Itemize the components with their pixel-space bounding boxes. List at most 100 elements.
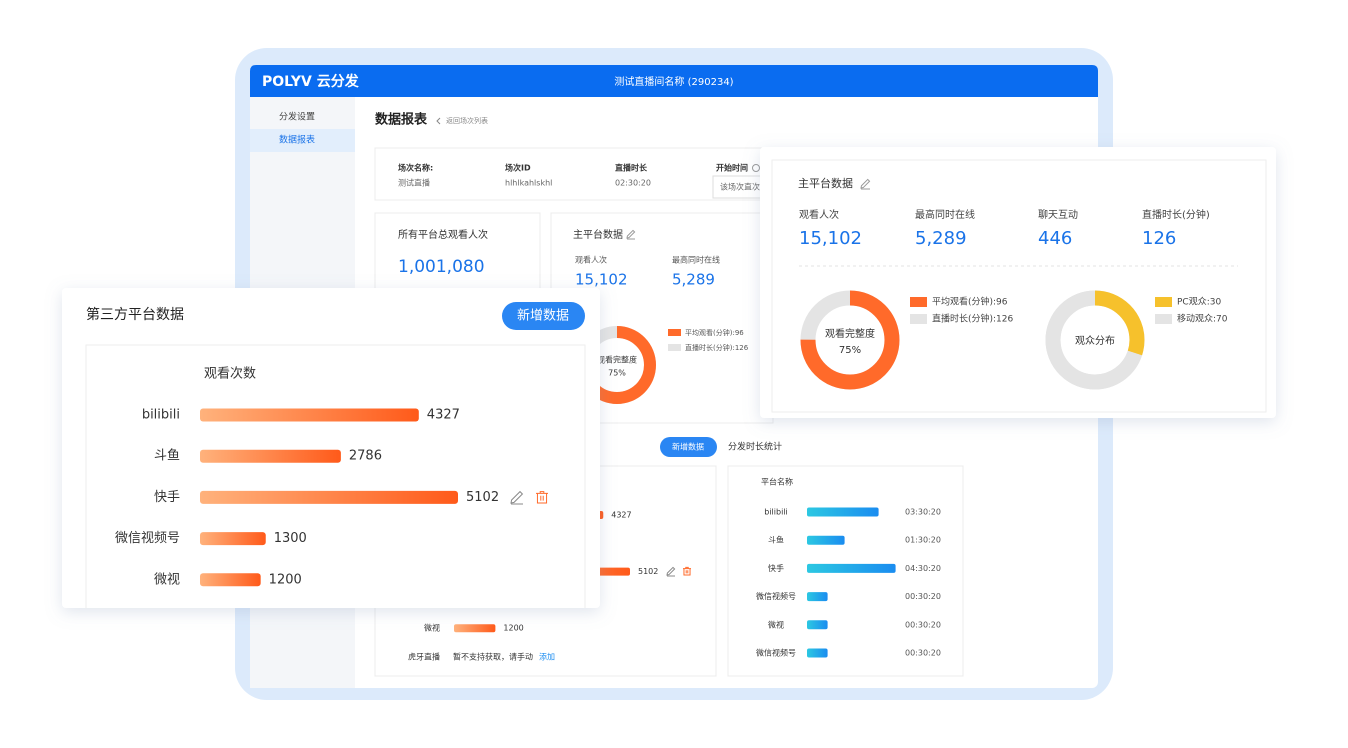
view-bar xyxy=(454,624,496,633)
view-value: 1200 xyxy=(503,624,523,633)
stat-label: 观看人次 xyxy=(799,208,839,221)
view-bar xyxy=(200,408,419,422)
page-title: 数据报表 xyxy=(375,112,428,128)
field-label: 场次名称: xyxy=(398,163,433,173)
back-arrow xyxy=(436,117,441,125)
legend-label: 平均观看(分钟):96 xyxy=(685,328,744,337)
platform-name: 快手 xyxy=(768,563,784,573)
view-value: 4327 xyxy=(611,511,631,520)
view-value: 5102 xyxy=(638,567,658,576)
stat-value: 446 xyxy=(1038,228,1072,249)
duration-bar xyxy=(807,563,896,573)
total-label: 所有平台总观看人次 xyxy=(398,228,488,241)
card-title: 第三方平台数据 xyxy=(86,306,184,323)
donut-value: 75% xyxy=(839,345,861,356)
stat-value: 15,102 xyxy=(799,228,862,249)
main-title: 主平台数据 xyxy=(573,228,623,241)
column-header: 平台名称 xyxy=(761,477,793,487)
platform-name: 快手 xyxy=(154,490,180,505)
delete-icon[interactable] xyxy=(536,491,548,504)
row-note: 暂不支持获取，请手动 xyxy=(453,652,533,662)
sidebar-item[interactable]: 数据报表 xyxy=(279,134,315,146)
view-bar xyxy=(200,490,458,504)
field-value: hlhlkahlskhl xyxy=(505,179,552,188)
platform-name: 微信视频号 xyxy=(115,531,180,546)
platform-name: 虎牙直播 xyxy=(408,652,440,662)
duration-value: 01:30:20 xyxy=(905,536,941,545)
legend-swatch xyxy=(1155,314,1172,324)
edit-icon[interactable] xyxy=(666,566,676,577)
legend-swatch xyxy=(910,297,927,307)
donut-label: 观众分布 xyxy=(1075,335,1115,347)
view-value: 4327 xyxy=(427,408,460,423)
duration-value: 00:30:20 xyxy=(905,592,941,601)
edit-icon[interactable] xyxy=(626,229,636,240)
legend-swatch xyxy=(668,329,681,336)
duration-bar xyxy=(807,592,828,602)
platform-name: bilibili xyxy=(142,408,180,423)
view-bar xyxy=(200,532,266,546)
edit-icon[interactable] xyxy=(860,178,871,190)
stat-label: 最高同时在线 xyxy=(672,255,720,265)
stat-value: 5,289 xyxy=(672,271,715,289)
add-button[interactable] xyxy=(502,302,585,330)
add-button-label: 新增数据 xyxy=(672,442,704,452)
stat-label: 聊天互动 xyxy=(1038,208,1078,221)
header-bar xyxy=(250,65,1098,97)
duration-bar xyxy=(807,648,828,658)
platform-name: 微信视频号 xyxy=(756,591,796,601)
legend-label: 平均观看(分钟):96 xyxy=(932,296,1008,308)
duration-value: 00:30:20 xyxy=(905,620,941,629)
stat-label: 最高同时在线 xyxy=(915,208,975,221)
legend-label: 直播时长(分钟):126 xyxy=(932,313,1014,325)
header-title: 测试直播间名称 (290234) xyxy=(614,75,733,88)
chart-frame xyxy=(85,344,586,608)
add-link[interactable]: 添加 xyxy=(539,652,555,662)
third-party-card xyxy=(62,288,600,608)
legend-label: 直播时长(分钟):126 xyxy=(685,343,749,352)
stat-value: 15,102 xyxy=(575,271,628,289)
back-link[interactable]: 返回场次列表 xyxy=(446,116,488,125)
legend-swatch xyxy=(668,344,681,351)
view-value: 1200 xyxy=(269,572,302,587)
platform-name: 微视 xyxy=(768,619,784,629)
duration-value: 03:30:20 xyxy=(905,508,941,517)
audience-donut-segment xyxy=(1045,290,1145,390)
completeness-donut-segment xyxy=(800,290,900,390)
session-card xyxy=(374,147,776,201)
stat-label: 直播时长(分钟) xyxy=(1142,208,1210,221)
legend-label: PC观众:30 xyxy=(1177,297,1221,308)
total-card xyxy=(374,212,541,294)
platform-name: 微视 xyxy=(424,623,440,633)
field-label: 场次ID xyxy=(505,163,531,173)
chart-title: 观看次数 xyxy=(204,366,256,382)
duration-bar xyxy=(807,507,879,517)
field-label: 开始时间 xyxy=(716,163,748,173)
edit-icon[interactable] xyxy=(510,490,524,505)
legend-label: 移动观众:70 xyxy=(1177,313,1228,325)
legend-swatch xyxy=(910,314,927,324)
platform-name: 斗鱼 xyxy=(768,535,784,545)
total-value: 1,001,080 xyxy=(398,257,485,277)
duration-value: 04:30:20 xyxy=(905,564,941,573)
field-value: 测试直播 xyxy=(398,178,430,188)
platform-name: 微视 xyxy=(154,572,180,587)
platform-name: 微信视频号 xyxy=(756,648,796,658)
view-value: 1300 xyxy=(274,531,307,546)
view-value: 2786 xyxy=(349,449,382,464)
add-button-small[interactable] xyxy=(660,437,717,457)
view-bar xyxy=(200,449,341,463)
delete-icon[interactable] xyxy=(683,566,691,576)
field-value: 该场次直次 xyxy=(720,182,760,192)
platform-name: bilibili xyxy=(764,508,788,517)
field-label: 直播时长 xyxy=(615,163,648,173)
duration-bar xyxy=(807,620,828,630)
tab-label: 分发时长统计 xyxy=(728,441,782,453)
sidebar-item[interactable]: 分发设置 xyxy=(279,111,315,123)
platform-name: 斗鱼 xyxy=(154,448,180,464)
stat-value: 5,289 xyxy=(915,228,967,249)
donut-value: 75% xyxy=(608,369,626,378)
donut-label: 观看完整度 xyxy=(825,327,875,340)
